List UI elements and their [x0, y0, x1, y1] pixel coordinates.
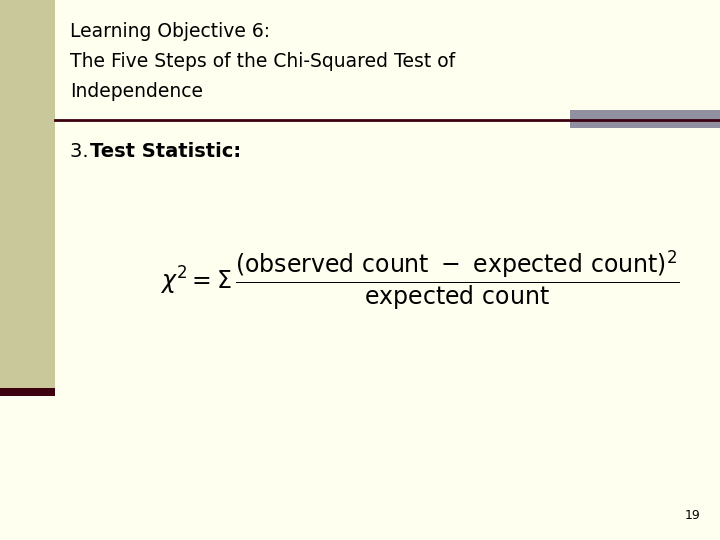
Bar — [0, 388, 55, 396]
Text: 3.: 3. — [70, 142, 95, 161]
Text: 19: 19 — [684, 509, 700, 522]
Bar — [0, 0, 55, 390]
Bar — [570, 110, 720, 128]
Text: The Five Steps of the Chi-Squared Test of: The Five Steps of the Chi-Squared Test o… — [70, 52, 455, 71]
Text: Test Statistic:: Test Statistic: — [90, 142, 241, 161]
Text: Independence: Independence — [70, 82, 203, 101]
Text: Learning Objective 6:: Learning Objective 6: — [70, 22, 270, 41]
Text: $\chi^2 = \Sigma\,\dfrac{(\mathrm{observed\ count\ -\ expected\ count})^2}{\math: $\chi^2 = \Sigma\,\dfrac{(\mathrm{observ… — [161, 248, 680, 312]
